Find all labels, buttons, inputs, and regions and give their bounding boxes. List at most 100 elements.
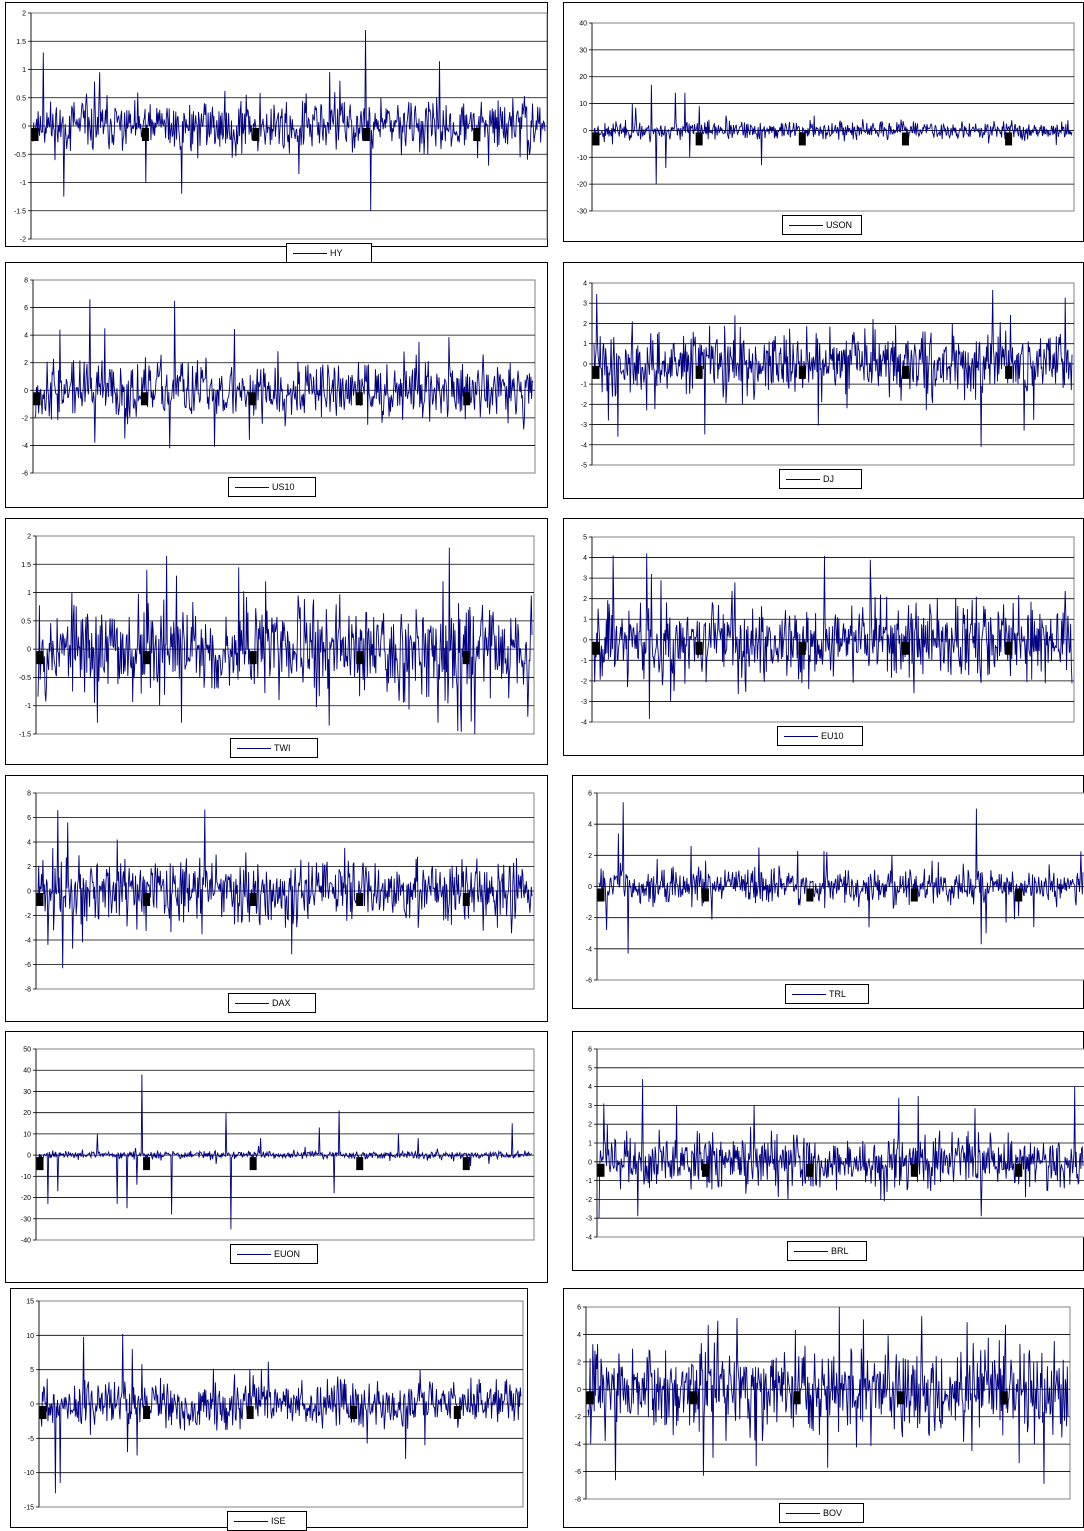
y-tick-label: -3: [586, 1216, 592, 1223]
y-tick-label: 0: [22, 124, 26, 131]
legend-swatch: [237, 1253, 271, 1255]
legend-label: EUON: [274, 1249, 301, 1259]
chart-panel-bov: -8 -6 -4 -2 0 2 4 6 BOV: [563, 1288, 1084, 1528]
y-tick-label: -1: [20, 180, 26, 187]
y-tick-label: 1: [27, 590, 31, 597]
chart-panel-twi: -1.5 -1 -0.5 0 0.5 1 1.5 2 TWI: [5, 518, 548, 765]
period-marker: [249, 893, 257, 906]
plot-trl: -6 -4 -2 0 2 4 6: [586, 791, 1084, 985]
y-tick-label: 0: [588, 1159, 592, 1166]
y-tick-label: 10: [579, 101, 587, 108]
plot-dj: -5 -4 -3 -2 -1 0 1 2 3 4: [581, 281, 1075, 470]
y-tick-label: 2: [27, 534, 31, 541]
legend-brl: BRL: [787, 1241, 867, 1261]
period-marker: [798, 132, 806, 146]
period-marker: [462, 651, 470, 665]
y-tick-label: -1: [25, 703, 31, 710]
y-tick-label: 2: [27, 864, 31, 871]
legend-hy: HY: [286, 243, 372, 263]
period-marker: [1005, 365, 1013, 379]
series-line-bov: [587, 1306, 1069, 1484]
legend-swatch: [234, 1520, 268, 1522]
y-tick-label: 4: [24, 333, 28, 340]
chart-panel-dax: -8 -6 -4 -2 0 2 4 6 8 DAX: [5, 775, 548, 1022]
period-marker: [33, 392, 41, 406]
period-marker: [246, 1406, 254, 1419]
y-tick-label: -4: [586, 946, 592, 953]
legend-swatch: [786, 478, 820, 480]
period-marker: [897, 1391, 905, 1405]
series-line-trl: [598, 802, 1084, 954]
y-tick-label: 2: [24, 360, 28, 367]
legend-twi: TWI: [230, 738, 318, 758]
y-tick-label: 20: [579, 74, 587, 81]
y-tick-label: 2: [577, 1359, 581, 1366]
legend-swatch: [293, 252, 327, 254]
y-tick-label: -2: [586, 915, 592, 922]
legend-eu10: EU10: [777, 726, 863, 746]
y-tick-label: 4: [588, 1084, 592, 1091]
legend-label: DJ: [823, 474, 834, 484]
period-marker: [901, 365, 909, 379]
y-tick-label: -1: [581, 658, 587, 665]
period-marker: [1005, 132, 1013, 146]
plot-area: [591, 22, 1075, 212]
legend-euon: EUON: [230, 1244, 318, 1264]
series-line-brl: [598, 1079, 1084, 1219]
y-tick-label: -10: [24, 1470, 34, 1477]
y-tick-label: -2: [25, 913, 31, 920]
y-tick-label: -4: [581, 442, 587, 449]
period-marker: [592, 365, 600, 379]
y-tick-label: 0: [30, 1402, 34, 1409]
y-tick-label: -8: [575, 1497, 581, 1504]
period-marker: [350, 1406, 358, 1419]
period-marker: [143, 1157, 151, 1171]
y-tick-label: 1: [583, 617, 587, 624]
period-marker: [1015, 888, 1023, 902]
y-tick-label: -6: [575, 1469, 581, 1476]
legend-swatch: [792, 993, 826, 995]
legend-label: BOV: [823, 1508, 843, 1518]
period-marker: [473, 128, 481, 141]
legend-trl: TRL: [785, 984, 869, 1004]
y-tick-label: -5: [28, 1436, 34, 1443]
period-marker: [39, 1406, 47, 1419]
y-tick-label: 0: [583, 128, 587, 135]
y-tick-label: 5: [583, 535, 587, 542]
chart-panel-uson: -30 -20 -10 0 10 20 30 40 USON: [563, 2, 1084, 242]
legend-swatch: [235, 486, 269, 488]
y-tick-label: -8: [25, 987, 31, 994]
period-marker: [1005, 641, 1013, 655]
legend-label: ISE: [271, 1516, 286, 1526]
y-tick-label: 3: [588, 1103, 592, 1110]
y-tick-label: -2: [581, 678, 587, 685]
y-tick-label: 0: [583, 361, 587, 368]
y-tick-label: -40: [21, 1238, 31, 1245]
period-marker: [36, 651, 44, 665]
legend-label: EU10: [821, 731, 844, 741]
series-line-us10: [34, 299, 534, 449]
series-line-euon: [37, 1074, 532, 1230]
legend-swatch: [789, 224, 823, 226]
y-tick-label: 4: [583, 281, 587, 288]
y-tick-label: -6: [25, 962, 31, 969]
legend-label: HY: [330, 248, 343, 258]
plot-ise: -15 -10 -5 0 5 10 15: [24, 1299, 524, 1512]
y-tick-label: -4: [22, 443, 28, 450]
y-tick-label: -2: [22, 415, 28, 422]
y-tick-label: 4: [27, 840, 31, 847]
y-tick-label: -4: [575, 1442, 581, 1449]
legend-label: TWI: [274, 743, 291, 753]
y-tick-label: 0: [24, 388, 28, 395]
y-tick-label: 0: [27, 889, 31, 896]
y-tick-label: -30: [21, 1216, 31, 1223]
period-marker: [597, 1163, 605, 1177]
y-tick-label: -5: [581, 463, 587, 470]
y-tick-label: -4: [586, 1235, 592, 1242]
y-tick-label: 1.5: [21, 562, 31, 569]
y-tick-label: 50: [23, 1047, 31, 1054]
period-marker: [356, 651, 364, 665]
chart-panel-hy: -2 -1.5 -1 -0.5 0 0.5 1 1.5 2 HY: [5, 2, 548, 263]
y-tick-label: -1: [586, 1178, 592, 1185]
legend-label: DAX: [272, 998, 291, 1008]
